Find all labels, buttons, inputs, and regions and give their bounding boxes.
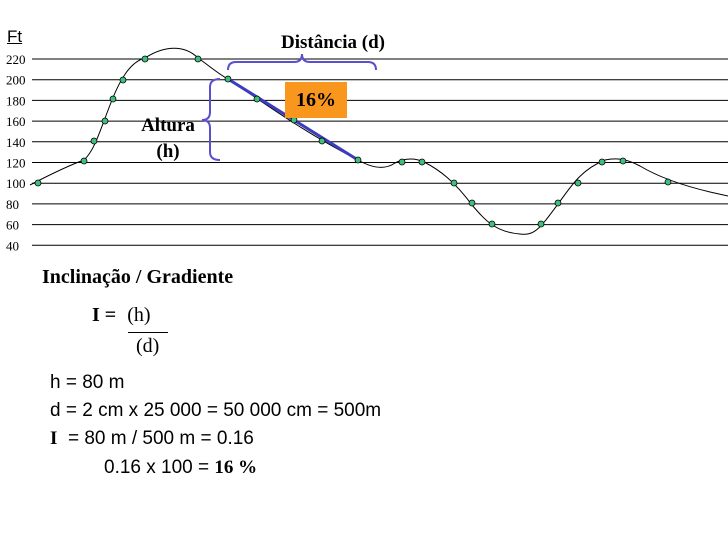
distance-label: Distância (d) — [281, 32, 385, 53]
elevation-point — [468, 199, 476, 207]
height-brace — [201, 78, 221, 161]
unit-label: Ft — [7, 27, 23, 46]
elevation-point — [80, 157, 88, 165]
formula-denominator: (d) — [136, 335, 160, 357]
elevation-point — [664, 178, 672, 186]
y-axis-labels: 220 200 180 160 140 120 100 80 60 40 — [6, 52, 26, 253]
section-title: Inclinação / Gradiente — [42, 266, 234, 288]
y-tick-label: 100 — [6, 176, 26, 191]
calc-line-i: I = 80 m / 500 m = 0.16 — [50, 428, 254, 450]
y-tick-label: 40 — [6, 238, 19, 253]
elevation-point — [224, 75, 232, 83]
calc-i-symbol: I — [50, 428, 58, 449]
elevation-point — [318, 137, 326, 145]
distance-brace — [227, 53, 377, 71]
y-tick-label: 180 — [6, 93, 26, 108]
y-tick-label: 220 — [6, 52, 26, 67]
calc-percent-value: 16 % — [214, 457, 258, 478]
calc-line-d: d = 2 cm x 25 000 = 50 000 cm = 500m — [50, 400, 382, 421]
elevation-point — [119, 76, 127, 84]
formula: I = (h) — [92, 304, 151, 327]
elevation-point — [34, 179, 42, 187]
elevation-point — [194, 55, 202, 63]
elevation-point — [398, 158, 406, 166]
elevation-point — [109, 95, 117, 103]
fraction-bar — [128, 332, 168, 333]
slope-percent-badge: 16% — [285, 82, 347, 118]
y-tick-label: 80 — [6, 197, 19, 212]
elevation-point — [253, 95, 261, 103]
elevation-points — [34, 55, 672, 228]
calc-line-percent: 0.16 x 100 = 16 % — [104, 457, 257, 479]
calc-line-h: h = 80 m — [50, 372, 125, 393]
y-tick-label: 120 — [6, 156, 26, 171]
y-tick-label: 140 — [6, 135, 26, 150]
calc-percent-prefix: 0.16 x 100 = — [104, 457, 215, 478]
formula-numerator: (h) — [127, 304, 151, 326]
y-tick-label: 60 — [6, 218, 19, 233]
y-tick-label: 200 — [6, 73, 26, 88]
elevation-point — [619, 157, 627, 165]
height-label-line1: Altura — [141, 115, 195, 136]
height-label: Altura (h) — [128, 113, 208, 165]
elevation-point — [354, 156, 362, 164]
elevation-point — [537, 220, 545, 228]
elevation-point — [598, 158, 606, 166]
elevation-point — [574, 179, 582, 187]
height-label-line2: (h) — [156, 141, 180, 162]
calc-i-rest: = 80 m / 500 m = 0.16 — [57, 428, 254, 449]
elevation-point — [554, 199, 562, 207]
formula-lhs: I = — [92, 304, 122, 326]
elevation-point — [141, 55, 149, 63]
elevation-point — [488, 220, 496, 228]
elevation-point — [101, 117, 109, 125]
grid-lines — [32, 58, 728, 246]
elevation-point — [90, 137, 98, 145]
y-tick-label: 160 — [6, 114, 26, 129]
elevation-point — [450, 179, 458, 187]
elevation-point — [418, 158, 426, 166]
elevation-profile: 220 200 180 160 140 120 100 80 60 40 — [6, 47, 728, 253]
